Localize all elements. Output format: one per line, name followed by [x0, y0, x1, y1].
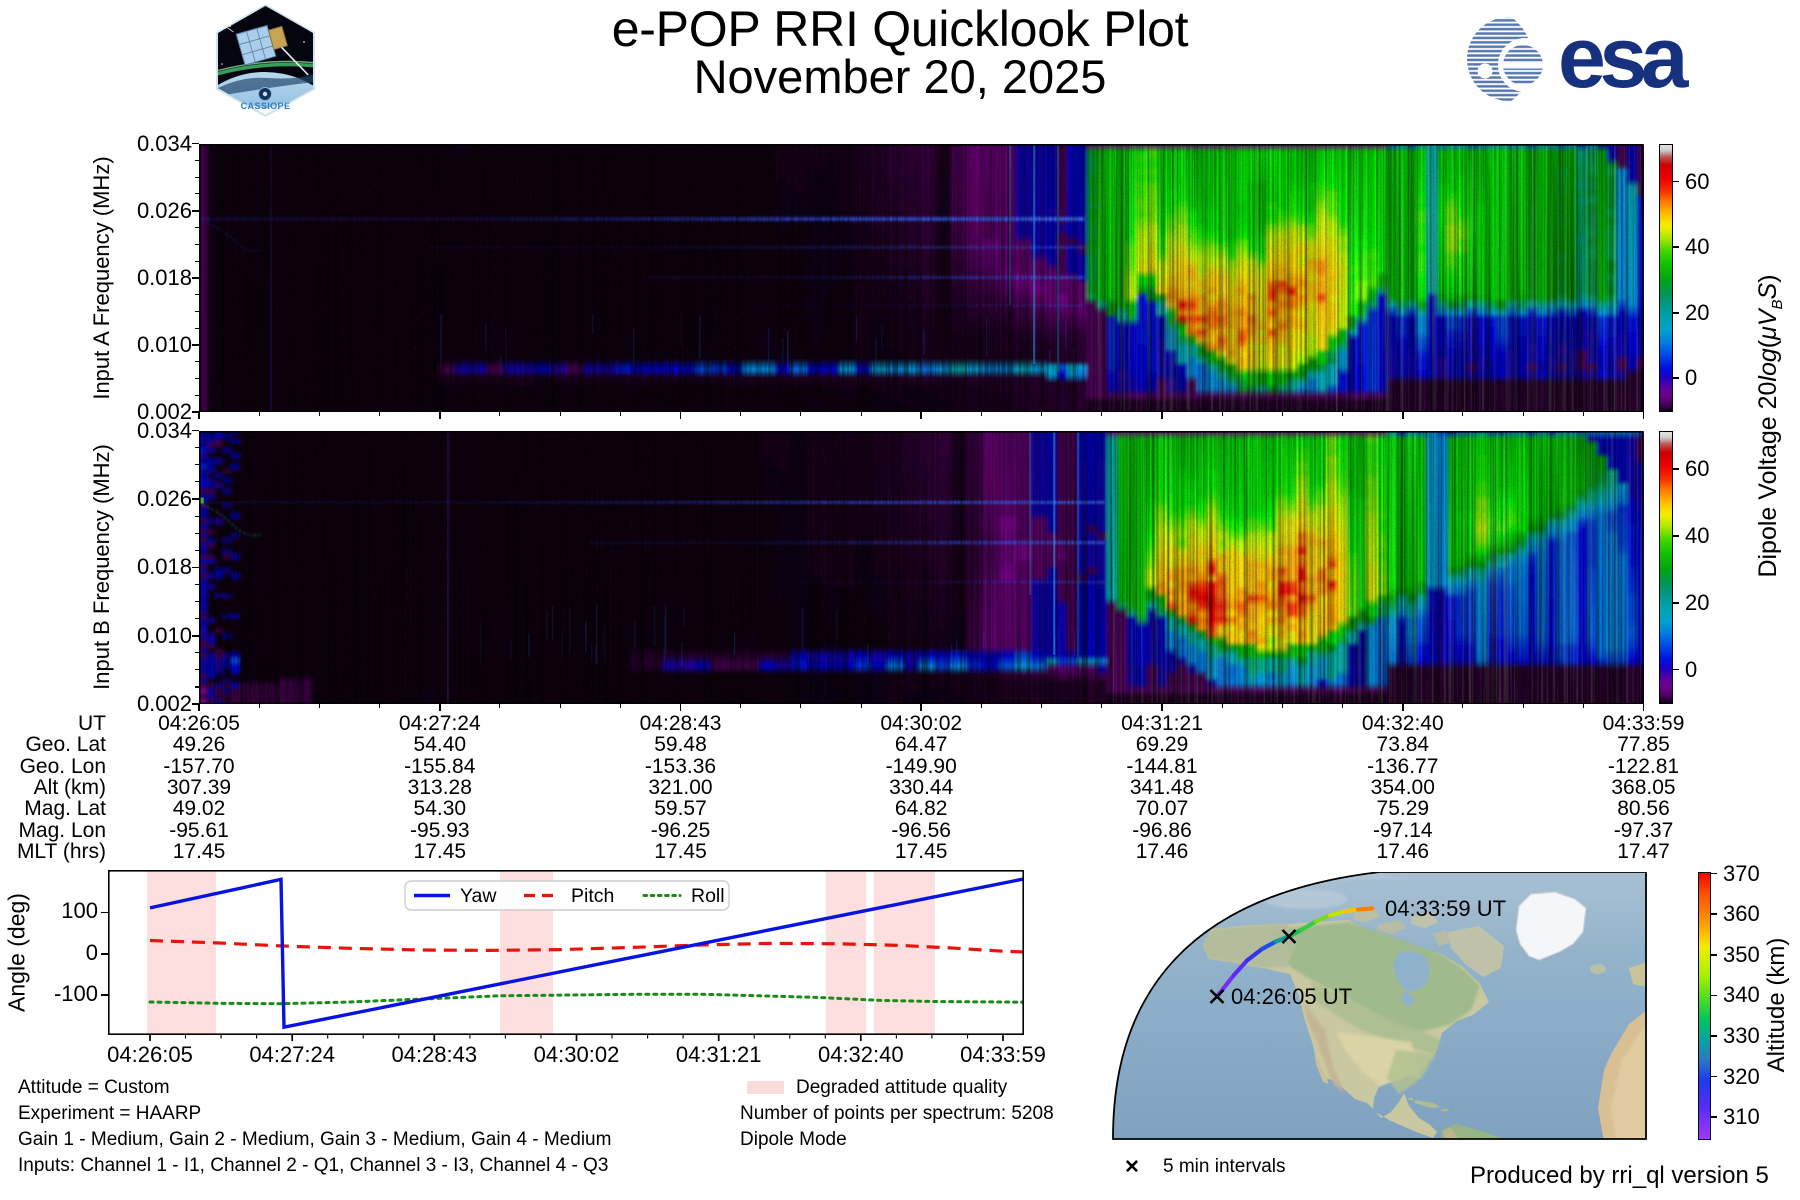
svg-text:04:26:05 UT: 04:26:05 UT	[1231, 984, 1352, 1009]
svg-text:Pitch: Pitch	[571, 885, 614, 907]
svg-text:Roll: Roll	[691, 885, 725, 907]
svg-text:Yaw: Yaw	[460, 885, 497, 907]
svg-text:CASSIOPE: CASSIOPE	[241, 101, 291, 111]
svg-text:04:33:59 UT: 04:33:59 UT	[1385, 896, 1506, 921]
svg-text:esa: esa	[1558, 14, 1690, 106]
